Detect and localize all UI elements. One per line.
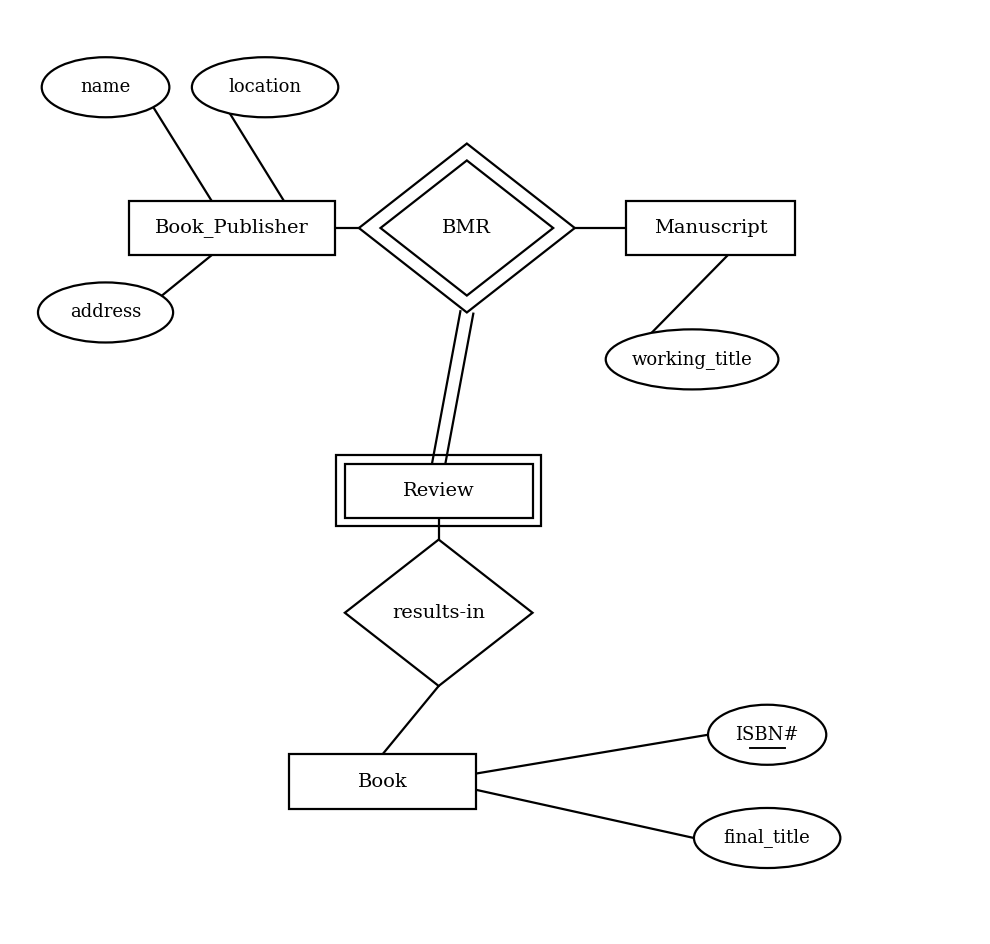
- Bar: [627, 201, 795, 255]
- Text: ISBN#: ISBN#: [736, 726, 799, 744]
- Ellipse shape: [42, 58, 169, 117]
- Text: name: name: [80, 78, 131, 96]
- Ellipse shape: [606, 329, 778, 390]
- Text: location: location: [229, 78, 302, 96]
- Ellipse shape: [38, 282, 173, 343]
- Text: Manuscript: Manuscript: [654, 219, 767, 237]
- Bar: [337, 455, 541, 527]
- Text: address: address: [70, 303, 142, 322]
- Ellipse shape: [694, 808, 841, 868]
- Text: Book: Book: [357, 773, 407, 791]
- Ellipse shape: [192, 58, 339, 117]
- Polygon shape: [380, 160, 553, 295]
- Bar: [129, 201, 336, 255]
- Bar: [345, 464, 533, 518]
- Ellipse shape: [708, 705, 827, 765]
- Text: results-in: results-in: [392, 604, 485, 622]
- Text: Review: Review: [403, 481, 474, 499]
- Text: final_title: final_title: [724, 829, 811, 848]
- Text: Book_Publisher: Book_Publisher: [155, 218, 309, 238]
- Polygon shape: [345, 540, 533, 686]
- Text: BMR: BMR: [443, 219, 491, 237]
- Polygon shape: [359, 143, 575, 312]
- Bar: [288, 754, 476, 809]
- Text: working_title: working_title: [632, 350, 752, 369]
